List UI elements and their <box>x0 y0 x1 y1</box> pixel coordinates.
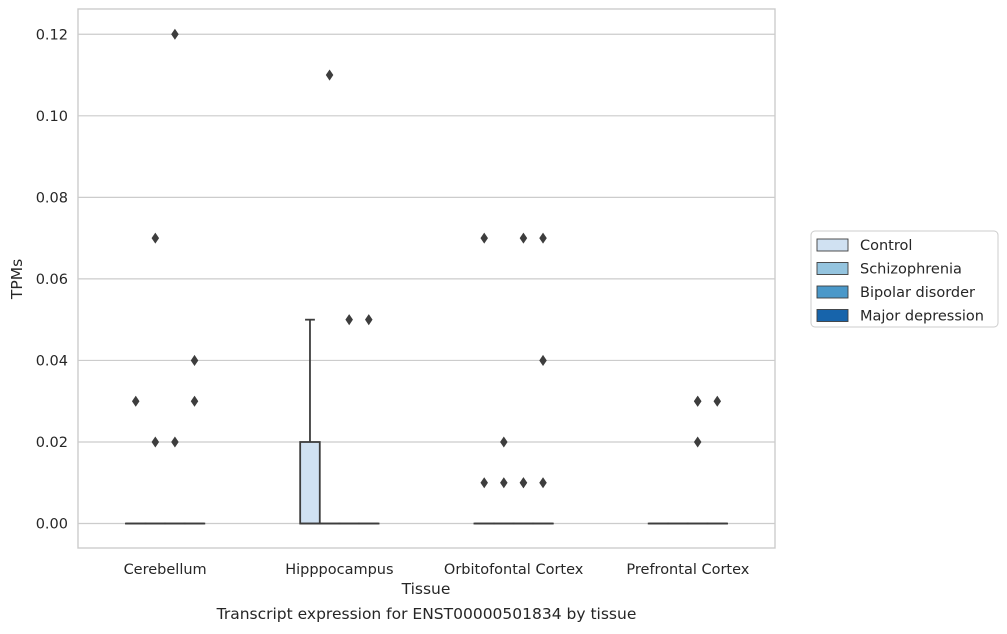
x-axis-label: Tissue <box>401 580 451 598</box>
outlier-point <box>500 477 508 489</box>
box-group <box>183 354 206 525</box>
box-group <box>706 395 728 525</box>
outlier-point <box>365 314 373 326</box>
box <box>299 441 321 525</box>
outlier-point <box>539 354 547 366</box>
outlier-point <box>480 232 488 244</box>
outlier-point <box>171 28 179 40</box>
x-tick-label: Hipppocampus <box>285 562 393 578</box>
outlier-point <box>480 477 488 489</box>
box-group <box>338 314 360 525</box>
chart-caption: Transcript expression for ENST0000050183… <box>216 605 637 623</box>
outlier-point <box>500 436 508 448</box>
legend-swatch <box>816 262 849 275</box>
box-group <box>532 232 554 525</box>
y-axis-ticks: 0.00 0.02 0.04 0.06 0.08 0.10 0.12 <box>36 27 68 532</box>
outlier-point <box>325 69 334 81</box>
x-axis-ticks: Cerebellum Hipppocampus Orbitofontal Corte… <box>124 562 750 578</box>
y-tick-label: 0.06 <box>36 272 68 288</box>
outlier-point <box>693 395 702 407</box>
y-tick-label: 0.08 <box>36 190 68 206</box>
outlier-point <box>345 314 353 326</box>
outlier-point <box>151 436 160 448</box>
y-tick-label: 0.04 <box>36 353 68 369</box>
legend-frame <box>810 230 999 328</box>
box-plot-marks <box>125 28 728 525</box>
outlier-point <box>539 477 547 489</box>
box-group <box>512 232 535 525</box>
legend-swatch <box>816 285 849 299</box>
grid-lines <box>78 33 775 525</box>
outlier-point <box>519 232 528 244</box>
legend-label: Bipolar disorder <box>860 285 975 301</box>
box-group <box>125 395 147 525</box>
legend: Control Schizophrenia Bipolar disorder Majo… <box>810 230 999 328</box>
x-tick-label: Prefrontal Cortex <box>626 562 749 578</box>
outlier-point <box>190 354 199 366</box>
y-tick-label: 0.02 <box>36 435 68 451</box>
outlier-point <box>171 436 179 448</box>
y-tick-label: 0.00 <box>36 517 68 533</box>
x-tick-label: Orbitofontal Cortex <box>444 562 584 578</box>
outlier-point <box>151 232 160 244</box>
legend-swatch <box>816 238 849 252</box>
plot-frame <box>77 8 776 549</box>
box-group <box>473 232 495 525</box>
box-group <box>164 28 186 525</box>
legend-label: Control <box>860 238 912 254</box>
legend-label: Schizophrenia <box>860 262 962 278</box>
box-group <box>358 314 380 525</box>
x-tick-label: Cerebellum <box>124 562 207 578</box>
y-tick-label: 0.10 <box>36 109 68 125</box>
legend-swatch <box>816 309 849 322</box>
box-group <box>493 436 515 525</box>
box-group <box>299 318 321 525</box>
box-group <box>686 395 709 525</box>
y-axis-label: TPMs <box>8 259 26 300</box>
outlier-point <box>190 395 199 407</box>
y-tick-label: 0.12 <box>36 27 68 43</box>
outlier-point <box>713 395 722 407</box>
legend-label: Major depression <box>860 309 984 325</box>
box-group <box>144 232 167 525</box>
outlier-point <box>693 436 702 448</box>
box-group <box>318 69 341 525</box>
outlier-point <box>519 477 528 489</box>
outlier-point <box>131 395 140 407</box>
outlier-point <box>539 232 547 244</box>
